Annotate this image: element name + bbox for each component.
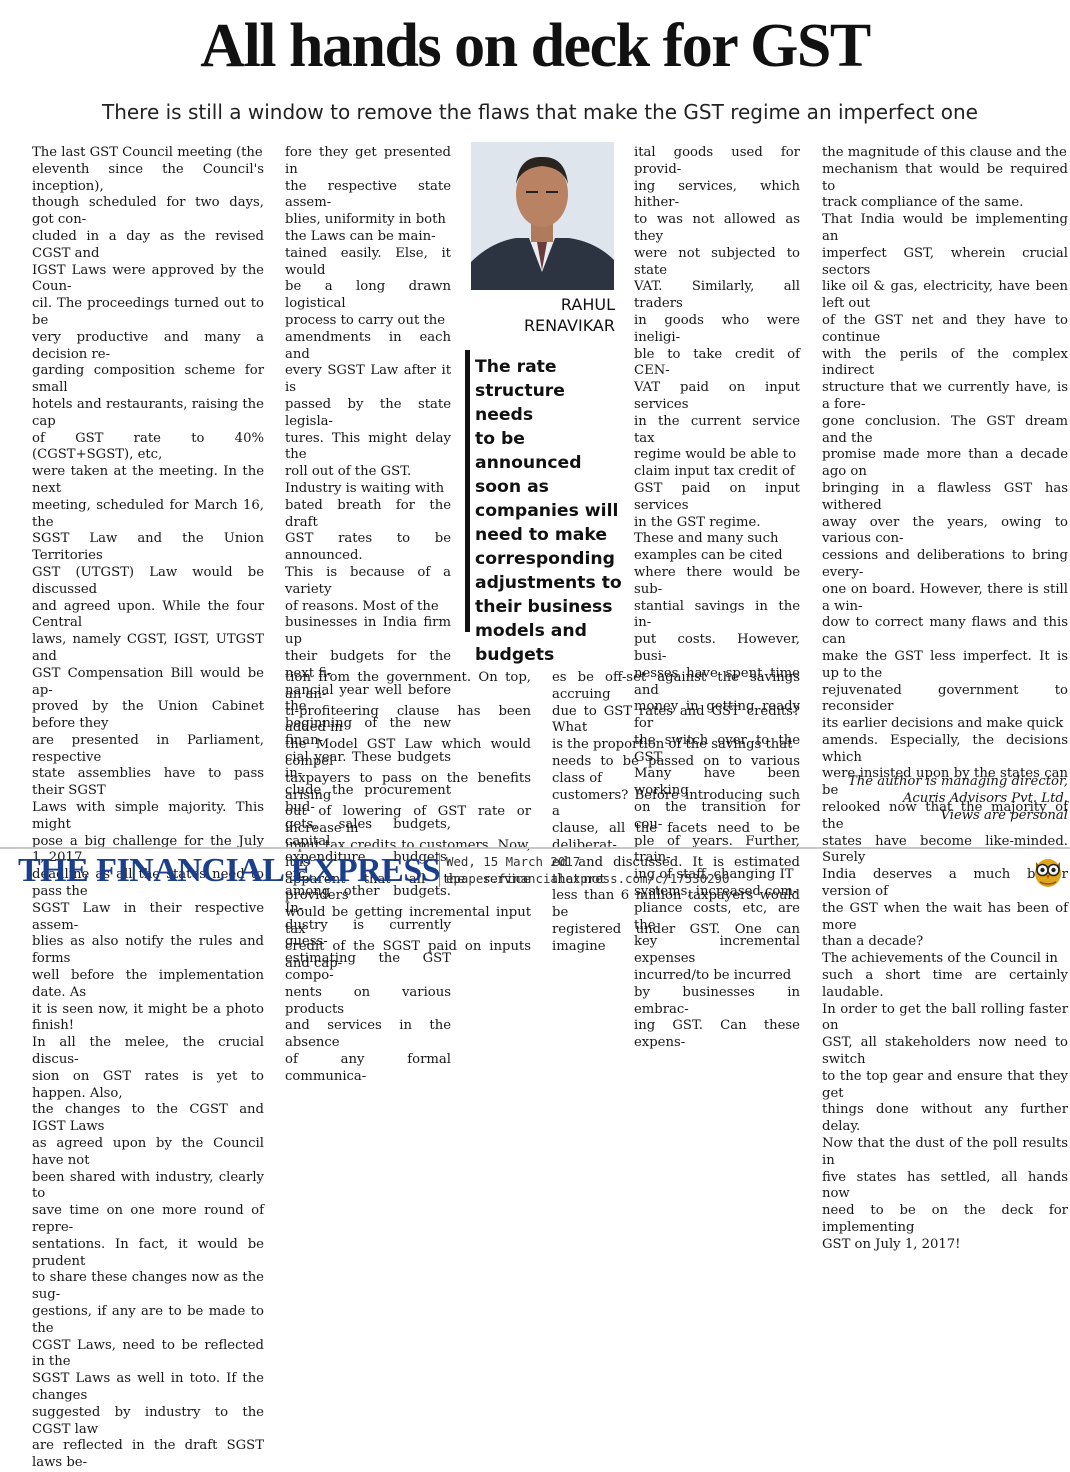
- article-headline: All hands on deck for GST: [200, 12, 871, 80]
- author-portrait-image: [471, 142, 614, 290]
- owl-icon: [1035, 859, 1061, 887]
- author-photo: [471, 142, 614, 290]
- edition-date: Wed, 15 March 2017: [446, 854, 581, 869]
- author-note: The author is managing director, Acuris …: [848, 774, 1068, 823]
- footer-separator: [439, 853, 440, 887]
- edition-url[interactable]: epaper.financialexpress.com/c/17530290: [446, 871, 730, 886]
- article-column-1: The last GST Council meeting (the eleven…: [32, 145, 264, 1471]
- author-byline: RAHUL RENAVIKAR: [523, 295, 615, 335]
- article-deck: There is still a window to remove the fl…: [101, 100, 978, 124]
- pull-quote: The rate structure needs to be announced…: [465, 350, 622, 665]
- article-column-2-lower: tion from the government. On top, an an-…: [285, 670, 531, 971]
- pull-quote-text: The rate structure needs to be announced…: [475, 357, 622, 665]
- footer-divider: [0, 847, 1070, 849]
- article-column-3-lower: es be off-set against the savings accrui…: [552, 670, 800, 954]
- article-column-4: the magnitude of this clause and the mec…: [822, 145, 1068, 1252]
- edition-info: Wed, 15 March 2017 epaper.financialexpre…: [446, 853, 729, 887]
- newspaper-masthead: THE FINANCIAL EXPRESS: [18, 852, 441, 889]
